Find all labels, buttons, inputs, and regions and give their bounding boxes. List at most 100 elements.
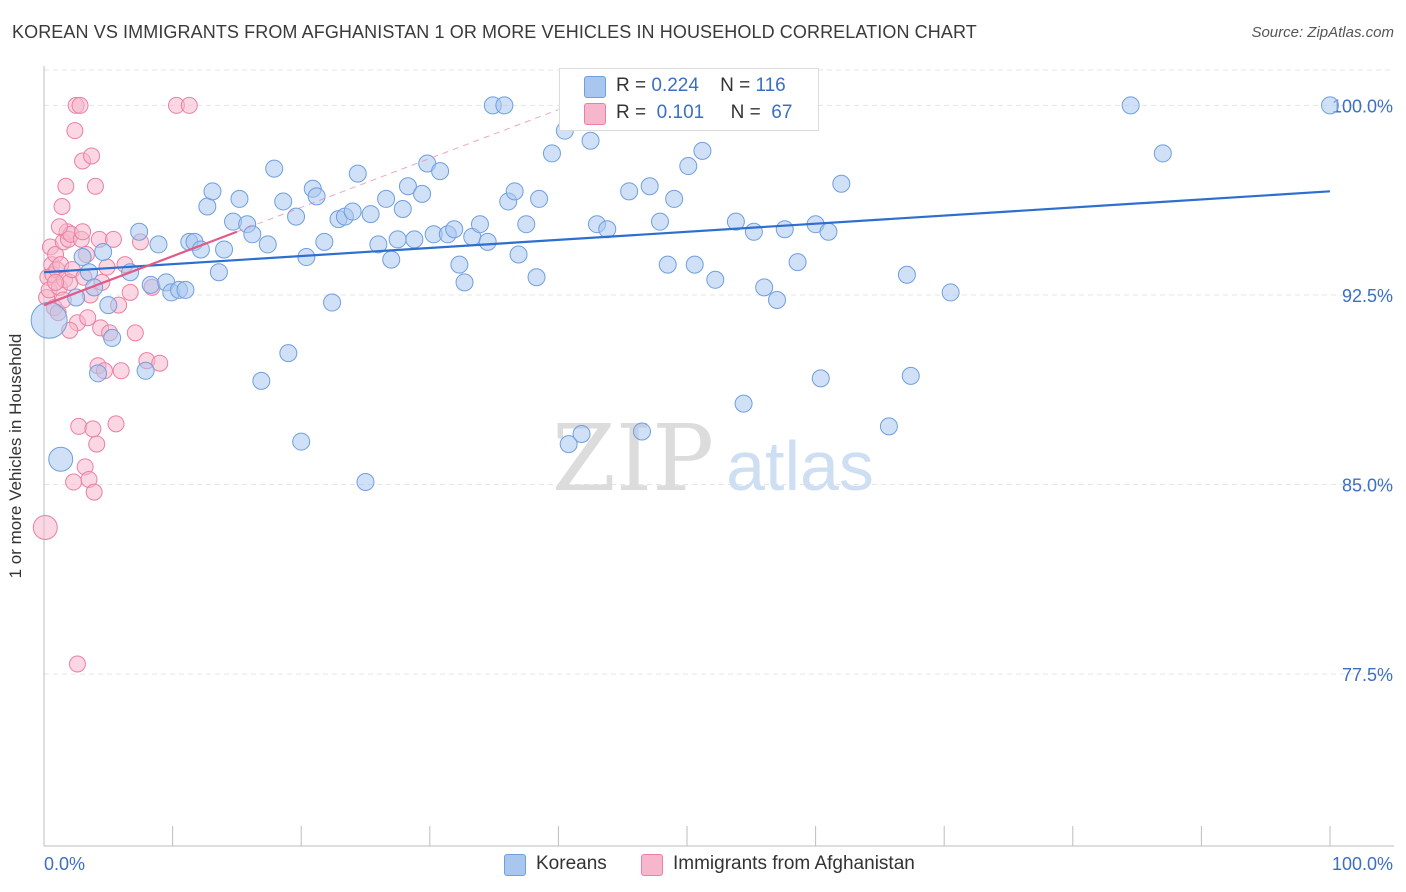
- afghanistan-point: [70, 417, 88, 435]
- korean-point: [768, 291, 787, 310]
- korean-point: [755, 278, 774, 297]
- korean-point: [693, 141, 712, 160]
- korean-point: [287, 207, 306, 226]
- korean-point: [530, 189, 549, 208]
- korean-point: [665, 189, 684, 208]
- korean-point: [744, 222, 763, 241]
- korean-point: [706, 270, 725, 289]
- afghanistan-trend-line: [43, 230, 238, 307]
- afghanistan-point: [68, 655, 86, 673]
- korean-point: [775, 220, 794, 239]
- afghanistan-point: [180, 96, 198, 114]
- korean-point: [455, 273, 474, 292]
- korean-point: [279, 344, 298, 363]
- korean-point: [832, 174, 851, 193]
- afghanistan-point: [86, 177, 104, 195]
- afghanistan-point: [65, 473, 83, 491]
- afghanistan-point: [126, 324, 144, 342]
- korean-point: [252, 371, 271, 390]
- korean-point: [85, 278, 104, 297]
- afghanistan-point: [85, 483, 103, 501]
- korean-point: [413, 184, 432, 203]
- y-axis-label-wrap: 1 or more Vehicles in Household: [6, 211, 26, 579]
- korean-point: [517, 215, 536, 234]
- korean-point: [67, 288, 86, 307]
- korean-points: [30, 96, 1339, 492]
- korean-point: [258, 235, 277, 254]
- korean-point: [89, 364, 108, 383]
- korean-point: [398, 177, 417, 196]
- afghanistan-points: [32, 96, 198, 673]
- afghanistan-point: [71, 96, 89, 114]
- afghanistan-point: [53, 197, 71, 215]
- afghanistan-point: [57, 177, 75, 195]
- legend-swatch-blue: [584, 76, 606, 98]
- korean-point: [130, 222, 149, 241]
- korean-point: [879, 417, 898, 436]
- korean-trend-line: [43, 190, 1331, 274]
- korean-point: [215, 240, 234, 259]
- korean-point: [450, 255, 469, 274]
- korean-point: [343, 202, 362, 221]
- bottom-legend-swatch-blue: [504, 854, 526, 876]
- korean-point: [726, 212, 745, 231]
- stats-legend: R = 0.224 N = 116 R = 0.101 N = 67: [559, 68, 819, 131]
- korean-point: [1153, 144, 1172, 163]
- korean-point: [897, 265, 916, 284]
- korean-point: [527, 268, 546, 287]
- korean-point: [94, 242, 113, 261]
- korean-point: [620, 182, 639, 201]
- korean-point: [80, 263, 99, 282]
- korean-point: [495, 96, 514, 115]
- afghanistan-point: [107, 415, 125, 433]
- korean-point: [99, 296, 118, 315]
- korean-point: [149, 235, 168, 254]
- axes: [43, 66, 1394, 847]
- korean-point: [598, 220, 617, 239]
- x-tick-labels: 0.0% 100.0%: [44, 854, 1393, 874]
- korean-point: [505, 182, 524, 201]
- y-tick-labels: 100.0% 92.5% 85.0% 77.5%: [1332, 96, 1393, 685]
- x-tick-label: 100.0%: [1332, 854, 1393, 874]
- korean-point: [734, 394, 753, 413]
- y-tick-label: 77.5%: [1342, 665, 1393, 685]
- korean-point: [292, 432, 311, 451]
- korean-point: [30, 301, 68, 339]
- afghanistan-point: [47, 273, 65, 291]
- korean-point: [348, 164, 367, 183]
- y-tick-label: 92.5%: [1342, 286, 1393, 306]
- korean-point: [632, 422, 651, 441]
- afghanistan-trend-extension: [236, 109, 559, 233]
- korean-point: [382, 250, 401, 269]
- y-tick-label: 85.0%: [1342, 476, 1393, 496]
- korean-point: [369, 235, 388, 254]
- korean-point: [141, 275, 160, 294]
- korean-point: [509, 245, 528, 264]
- korean-point: [542, 144, 561, 163]
- korean-point: [405, 230, 424, 249]
- korean-point: [356, 473, 375, 492]
- legend-n-label: N =: [730, 102, 761, 123]
- korean-point: [209, 263, 228, 282]
- korean-point: [431, 162, 450, 181]
- korean-point: [788, 253, 807, 272]
- afghanistan-point: [32, 515, 58, 541]
- afghanistan-point: [88, 435, 106, 453]
- korean-point: [470, 215, 489, 234]
- korean-point: [393, 200, 412, 219]
- korean-point: [176, 280, 195, 299]
- korean-point: [361, 205, 380, 224]
- korean-point: [581, 131, 600, 150]
- legend-r-value: 0.224: [651, 75, 699, 96]
- korean-point: [198, 197, 217, 216]
- korean-point: [103, 328, 122, 347]
- afghanistan-point: [104, 230, 122, 248]
- korean-point: [1321, 96, 1339, 115]
- korean-point: [685, 255, 704, 274]
- korean-point: [901, 366, 920, 385]
- legend-r-label: R =: [616, 75, 647, 96]
- korean-point: [48, 446, 74, 472]
- korean-point: [679, 157, 698, 176]
- korean-point: [73, 248, 92, 267]
